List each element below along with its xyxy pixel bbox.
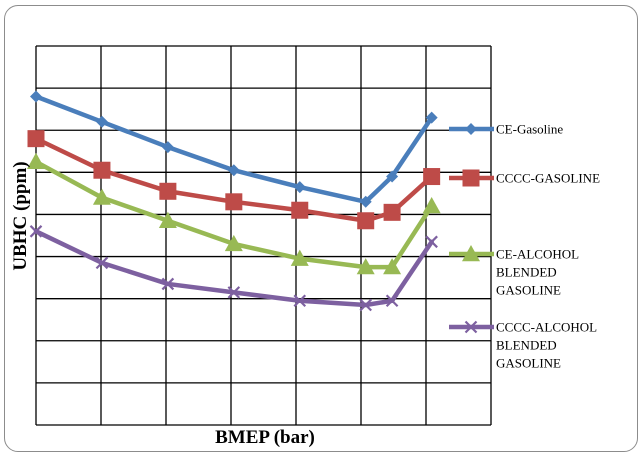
series-ce-gasoline [30, 90, 438, 208]
series-line-ce-gasoline [33, 94, 434, 205]
chart-frame [4, 5, 638, 452]
plot-grid [35, 45, 492, 426]
legend-label-cccc-alcohol-blended-gasoline: CCCC-ALCOHOL BLENDED GASOLINE [496, 320, 597, 371]
data-point-ce-gasoline [425, 111, 438, 124]
marker-stroke [161, 277, 175, 291]
marker-stroke [227, 286, 241, 299]
data-point-ce-gasoline [293, 181, 306, 194]
legend-label-ce-alcohol-blended-gasoline: CE-ALCOHOL BLENDED GASOLINE [496, 247, 579, 298]
data-point-ce-gasoline [95, 115, 108, 128]
data-point-cccc-alcohol-blended-gasoline [29, 225, 43, 238]
y-axis-title: UBHC (ppm) [10, 161, 31, 270]
data-point-cccc-gasoline [423, 168, 441, 186]
x-axis-title: BMEP (bar) [215, 427, 315, 448]
legend-item-ce-alcohol-blended-gasoline: CE-ALCOHOL BLENDED GASOLINE [449, 245, 579, 298]
legend: CE-Gasoline CCCC-GASOLINE CE-ALCOHOL BLENDE… [449, 122, 600, 371]
series-layer [27, 90, 441, 312]
data-point-cccc-alcohol-blended-gasoline [359, 298, 372, 312]
legend-swatch-marker [465, 123, 477, 135]
marker-stroke [385, 294, 399, 308]
series-ce-alcohol-blended-gasoline [27, 152, 441, 275]
marker-stroke [425, 235, 438, 249]
data-point-cccc-gasoline [291, 201, 309, 219]
legend-label-ce-gasoline: CE-Gasoline [496, 122, 563, 137]
data-point-ce-gasoline [227, 164, 240, 177]
legend-swatch-marker [464, 320, 478, 334]
data-point-ce-gasoline [386, 170, 399, 183]
legend-swatch-marker [462, 245, 480, 262]
marker-stroke [29, 225, 43, 238]
data-point-cccc-gasoline [225, 193, 243, 211]
data-point-ce-gasoline [161, 141, 174, 154]
data-point-ce-gasoline [359, 195, 372, 208]
series-line-cccc-alcohol-blended-gasoline [33, 229, 434, 308]
legend-item-ce-gasoline: CE-Gasoline [449, 122, 563, 137]
legend-swatch-marker [462, 169, 480, 187]
data-point-cccc-gasoline [357, 212, 375, 230]
marker-stroke [464, 320, 478, 334]
data-point-ce-alcohol-blended-gasoline [290, 249, 309, 266]
marker-stroke [95, 256, 109, 270]
data-point-ce-alcohol-blended-gasoline [383, 258, 402, 275]
data-point-cccc-alcohol-blended-gasoline [95, 256, 109, 270]
series-cccc-alcohol-blended-gasoline [29, 225, 438, 312]
data-point-ce-gasoline [30, 90, 42, 103]
data-point-ce-alcohol-blended-gasoline [158, 211, 177, 228]
data-point-cccc-alcohol-blended-gasoline [227, 286, 241, 299]
data-point-ce-alcohol-blended-gasoline [92, 188, 111, 205]
data-point-cccc-gasoline [383, 203, 401, 221]
data-point-cccc-alcohol-blended-gasoline [385, 294, 399, 308]
data-point-ce-alcohol-blended-gasoline [27, 152, 45, 170]
series-cccc-gasoline [27, 130, 441, 230]
data-point-cccc-alcohol-blended-gasoline [425, 235, 438, 249]
data-point-ce-alcohol-blended-gasoline [224, 234, 243, 252]
legend-label-cccc-gasoline: CCCC-GASOLINE [496, 171, 600, 186]
data-point-ce-alcohol-blended-gasoline [422, 197, 441, 214]
data-point-cccc-gasoline [27, 130, 45, 148]
marker-stroke [359, 298, 372, 312]
legend-item-cccc-gasoline: CCCC-GASOLINE [449, 169, 600, 187]
data-point-cccc-alcohol-blended-gasoline [161, 277, 175, 291]
data-point-cccc-gasoline [93, 161, 111, 179]
data-point-cccc-alcohol-blended-gasoline [293, 294, 307, 308]
data-point-cccc-gasoline [159, 182, 177, 200]
data-point-ce-alcohol-blended-gasoline [356, 258, 375, 275]
marker-stroke [293, 294, 307, 308]
legend-item-cccc-alcohol-blended-gasoline: CCCC-ALCOHOL BLENDED GASOLINE [449, 320, 597, 371]
